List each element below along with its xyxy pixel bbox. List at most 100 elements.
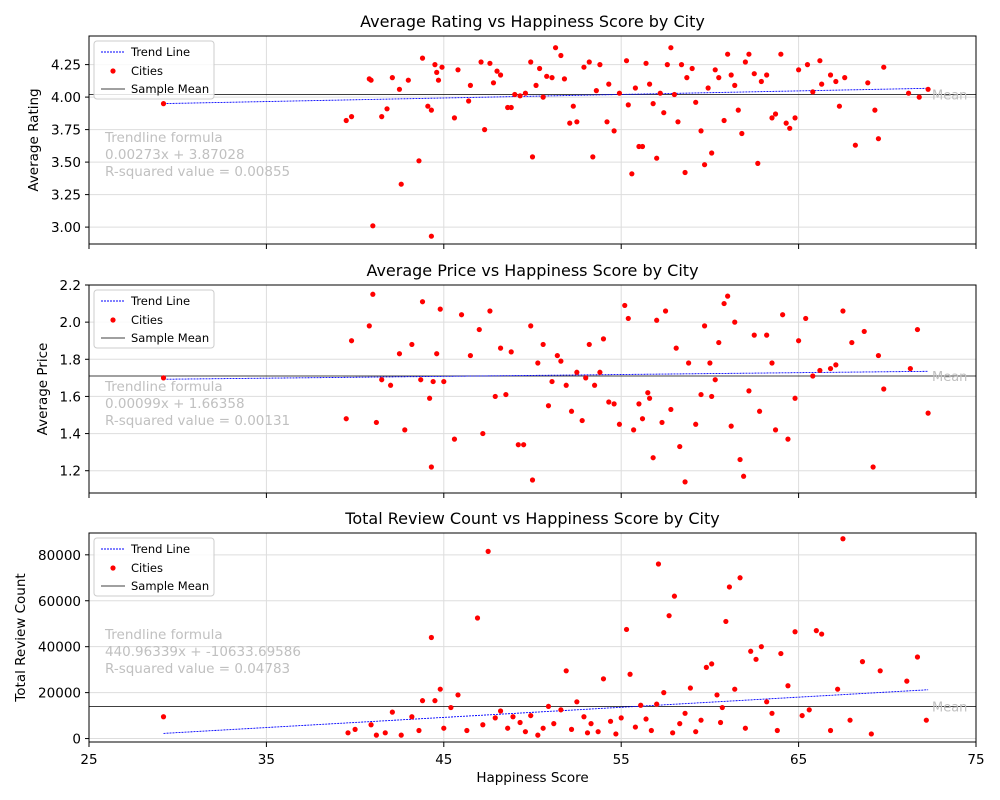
data-point — [728, 423, 734, 429]
data-point — [512, 91, 518, 98]
data-point — [703, 664, 709, 670]
data-point — [666, 613, 672, 619]
data-point — [487, 60, 493, 66]
data-point — [586, 341, 592, 348]
data-point — [742, 59, 748, 65]
plot-area — [89, 36, 976, 244]
data-point — [817, 58, 823, 64]
data-point — [593, 88, 599, 94]
data-point — [650, 455, 656, 461]
data-point — [441, 378, 447, 385]
data-point — [778, 650, 784, 657]
data-point — [467, 82, 474, 88]
data-point — [528, 59, 534, 65]
y-tick-label: 80000 — [38, 548, 81, 564]
data-point — [343, 117, 349, 124]
data-point — [563, 668, 569, 674]
trend-line — [163, 87, 929, 105]
data-point — [432, 698, 438, 704]
data-point — [379, 377, 385, 383]
data-point — [657, 90, 663, 96]
data-point — [827, 365, 834, 372]
data-point — [737, 575, 743, 581]
data-point — [741, 473, 747, 479]
data-point — [751, 71, 757, 77]
data-point — [515, 442, 521, 448]
data-point — [451, 436, 458, 442]
chart-title: Average Price vs Happiness Score by City — [366, 261, 698, 280]
data-point — [785, 436, 791, 442]
data-point — [466, 98, 472, 104]
data-point — [590, 154, 596, 160]
data-point — [476, 326, 482, 333]
mean-label: Mean — [932, 89, 967, 104]
chart-title: Average Rating vs Happiness Score by Cit… — [360, 12, 705, 31]
data-point — [432, 62, 438, 68]
data-point — [570, 103, 576, 109]
data-point — [717, 719, 724, 726]
data-point — [677, 721, 683, 727]
data-point — [677, 443, 683, 450]
data-point — [558, 358, 564, 364]
data-point — [849, 339, 855, 346]
data-point — [732, 686, 738, 692]
data-point — [540, 341, 546, 348]
data-point — [402, 427, 408, 433]
data-point — [709, 393, 715, 400]
data-point — [819, 631, 825, 637]
data-point — [654, 155, 660, 161]
data-point — [925, 410, 931, 416]
data-point — [430, 378, 436, 385]
data-point — [645, 390, 651, 396]
data-point — [558, 52, 564, 59]
data-point — [707, 360, 713, 366]
data-point — [753, 656, 759, 662]
data-point — [662, 308, 669, 314]
data-point — [622, 302, 628, 309]
data-point — [616, 421, 623, 427]
data-point — [343, 416, 349, 422]
data-point — [552, 45, 559, 51]
data-point — [686, 360, 692, 366]
data-point — [405, 77, 411, 83]
data-point — [721, 117, 727, 124]
trendline-annotation-line: R-squared value = 0.04783 — [105, 661, 290, 677]
data-point — [568, 408, 575, 414]
data-point — [558, 707, 564, 713]
data-point — [756, 408, 763, 414]
data-point — [632, 724, 638, 730]
data-point — [451, 115, 458, 121]
data-point — [803, 315, 809, 322]
x-tick-label: 65 — [790, 752, 807, 768]
y-tick-label: 3.25 — [51, 188, 81, 204]
data-point — [629, 171, 635, 177]
data-point — [925, 86, 931, 92]
data-point — [455, 67, 461, 73]
data-point — [810, 373, 816, 379]
data-point — [780, 312, 786, 318]
x-tick-label: 55 — [613, 752, 630, 768]
data-point — [474, 615, 481, 621]
data-point — [497, 708, 504, 714]
data-point — [755, 160, 761, 166]
data-point — [833, 78, 839, 85]
data-point — [439, 64, 445, 70]
y-tick-label: 1.8 — [60, 352, 81, 368]
mean-label: Mean — [932, 370, 967, 385]
data-point — [600, 336, 607, 342]
data-point — [352, 726, 358, 732]
data-point — [533, 82, 539, 88]
data-point — [716, 75, 722, 81]
data-point — [914, 326, 921, 333]
data-point — [714, 692, 720, 698]
data-point — [389, 709, 395, 715]
data-point — [735, 107, 741, 113]
data-point — [712, 377, 718, 383]
data-point — [540, 725, 546, 731]
data-point — [698, 391, 704, 398]
data-point — [725, 293, 731, 299]
data-point — [389, 75, 395, 81]
mean-label: Mean — [932, 700, 967, 715]
data-point — [840, 308, 846, 314]
